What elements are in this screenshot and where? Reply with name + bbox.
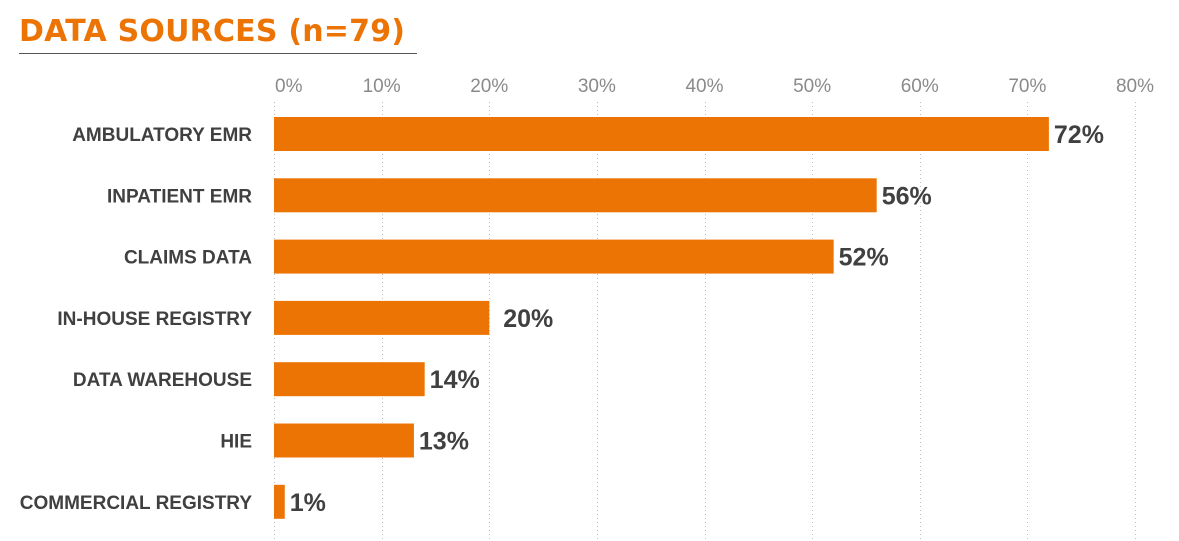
title-underline	[19, 53, 417, 54]
value-label: 56%	[882, 182, 932, 210]
x-tick-label: 40%	[685, 76, 723, 97]
category-label: IN-HOUSE REGISTRY	[57, 309, 252, 330]
category-label: COMMERCIAL REGISTRY	[20, 493, 253, 514]
bar	[274, 484, 285, 519]
category-label: DATA WAREHOUSE	[73, 370, 252, 391]
value-label: 72%	[1054, 121, 1104, 149]
value-label: 14%	[430, 366, 480, 394]
x-tick-label: 50%	[793, 76, 831, 97]
category-label: CLAIMS DATA	[124, 248, 252, 269]
value-label: 52%	[839, 244, 889, 272]
category-labels: AMBULATORY EMR INPATIENT EMR CLAIMS DATA IN…	[20, 125, 253, 514]
bar	[274, 239, 834, 274]
category-label: AMBULATORY EMR	[72, 125, 252, 146]
bar	[274, 117, 1049, 151]
category-label: HIE	[220, 432, 252, 453]
x-tick-label: 0%	[275, 76, 303, 97]
x-tick-label: 30%	[578, 76, 616, 97]
value-label: 13%	[419, 428, 469, 456]
bars	[274, 117, 1049, 519]
bar	[274, 178, 877, 213]
x-tick-label: 70%	[1008, 76, 1046, 97]
bar	[274, 423, 414, 458]
x-tick-label: 10%	[363, 76, 401, 97]
bar	[274, 300, 490, 335]
chart-title: DATA SOURCES (n=79)	[19, 14, 406, 49]
value-labels: 72% 56% 52% 20% 14% 13% 1%	[290, 121, 1104, 517]
x-tick-label: 60%	[901, 76, 939, 97]
category-label: INPATIENT EMR	[107, 186, 252, 207]
value-label: 20%	[503, 305, 553, 333]
x-tick-label: 20%	[470, 76, 508, 97]
bar	[274, 362, 425, 397]
x-axis-ticks: 0% 10% 20% 30% 40% 50% 60% 70% 80%	[275, 76, 1154, 97]
x-tick-label: 80%	[1116, 76, 1154, 97]
value-label: 1%	[290, 489, 326, 517]
